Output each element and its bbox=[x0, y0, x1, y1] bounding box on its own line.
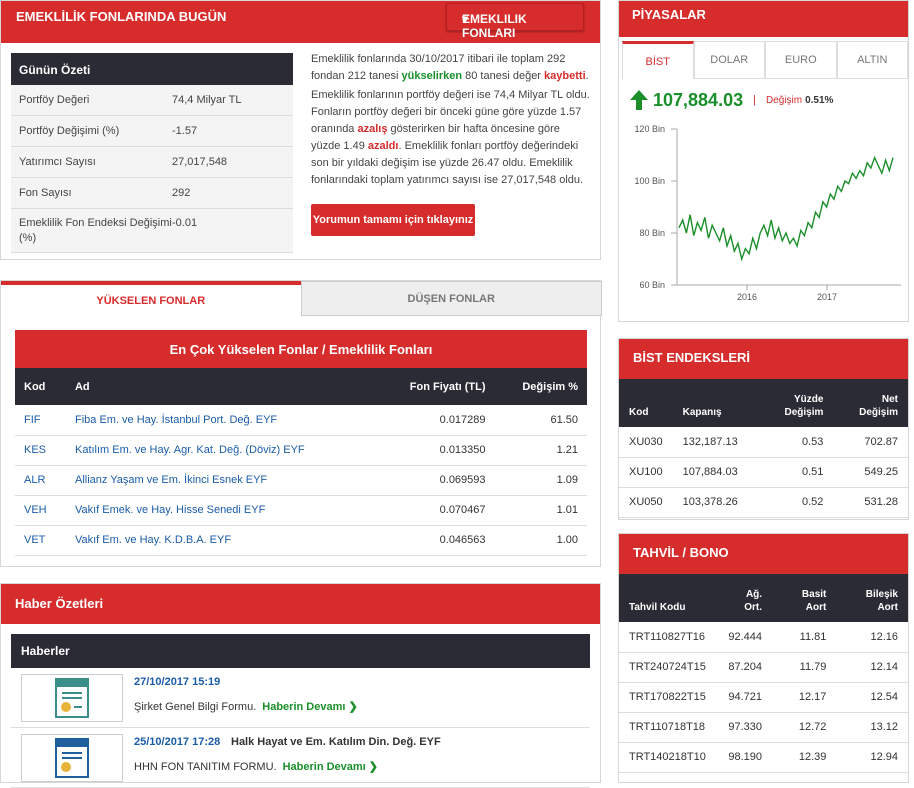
caret-down-icon: ▾ bbox=[462, 12, 469, 26]
series-line bbox=[678, 155, 894, 262]
news-title: Haber Özetleri bbox=[1, 584, 600, 624]
summary-title: Günün Özeti bbox=[11, 53, 293, 85]
table-row: VET Vakıf Em. ve Hay. K.D.B.A. EYF 0.04656… bbox=[15, 525, 587, 556]
summary-row: Emeklilik Fon Endeksi Değişimi (%) -0.01 bbox=[11, 209, 293, 253]
market-quote: 107,884.03 | Değişim 0.51% bbox=[629, 89, 833, 111]
table-row: TRT140218T10 98.190 12.39 12.94 bbox=[619, 742, 908, 773]
tab-euro[interactable]: EURO bbox=[765, 41, 837, 79]
col-price: Fon Fiyatı (TL) bbox=[376, 368, 495, 405]
col-bond-code: Tahvil Kodu bbox=[619, 574, 716, 622]
bonds-card: TAHVİL / BONO Tahvil Kodu Ağ. Ort. Basit A… bbox=[618, 533, 909, 783]
table-row: XU030 132,187.13 0.53 702.87 bbox=[619, 427, 908, 458]
daily-commentary: Emeklilik fonlarında 30/10/2017 itibari … bbox=[311, 53, 590, 186]
news-desc: Şirket Genel Bilgi Formu. Haberin Devamı … bbox=[134, 701, 358, 713]
col-simple: Basit Aort bbox=[772, 574, 837, 622]
market-card: PİYASALAR BİST DOLAR EURO ALTIN 107,884.… bbox=[618, 0, 909, 322]
news-date: 25/10/2017 17:28 bbox=[134, 736, 221, 748]
col-code: Kod bbox=[15, 368, 66, 405]
bono-title: TAHVİL / BONO bbox=[619, 534, 908, 574]
col-code: Kod bbox=[619, 379, 673, 427]
summary-row: Portföy Değeri 74,4 Milyar TL bbox=[11, 85, 293, 116]
col-compound: Bileşik Aort bbox=[836, 574, 908, 622]
fund-tabs: YÜKSELEN FONLAR DÜŞEN FONLAR bbox=[1, 281, 602, 316]
col-close: Kapanış bbox=[672, 379, 748, 427]
y-tick-label: 120 Bin bbox=[634, 124, 665, 134]
change-percent: 0.51% bbox=[805, 94, 834, 106]
market-title: PİYASALAR bbox=[619, 1, 908, 37]
summary-row: Fon Sayısı 292 bbox=[11, 178, 293, 209]
tab-falling-funds[interactable]: DÜŞEN FONLAR bbox=[300, 281, 602, 316]
table-row: ALR Allianz Yaşam ve Em. İkinci Esnek EYF… bbox=[15, 465, 587, 496]
summary-table: Günün Özeti Portföy Değeri 74,4 Milyar TL… bbox=[11, 53, 293, 253]
col-net: Net Değişim bbox=[833, 379, 908, 427]
read-more-link[interactable]: Haberin Devamı ❯ bbox=[282, 761, 379, 773]
tab-rising-funds[interactable]: YÜKSELEN FONLAR bbox=[1, 281, 301, 316]
daily-summary-card: EMEKLİLİK FONLARINDA BUGÜN Emeklilik Fon… bbox=[0, 0, 601, 260]
col-pct: Yüzde Değişim bbox=[747, 379, 834, 427]
read-more-link[interactable]: Haberin Devamı ❯ bbox=[262, 701, 358, 713]
table-row: KES Katılım Em. ve Hay. Agr. Kat. Değ. (D… bbox=[15, 435, 587, 466]
x-tick-label: 2016 bbox=[737, 292, 757, 302]
tab-bist[interactable]: BİST bbox=[622, 41, 694, 79]
summary-row: Portföy Değişimi (%) -1.57 bbox=[11, 116, 293, 147]
index-value: 107,884.03 bbox=[653, 89, 744, 110]
document-icon bbox=[21, 734, 123, 782]
col-avg: Ağ. Ort. bbox=[715, 574, 773, 622]
daily-header: EMEKLİLİK FONLARINDA BUGÜN Emeklilik Fon… bbox=[1, 1, 600, 43]
bist-title: BİST ENDEKSLERİ bbox=[619, 339, 908, 379]
y-tick-label: 60 Bin bbox=[639, 280, 665, 290]
table-row: XU050 103,378.26 0.52 531.28 bbox=[619, 487, 908, 518]
table-row: VEH Vakıf Emek. ve Hay. Hisse Senedi EYF 0… bbox=[15, 495, 587, 526]
table-row: TRT170822T15 94.721 12.17 12.54 bbox=[619, 682, 908, 713]
change-label: Değişim bbox=[765, 94, 803, 106]
daily-title: EMEKLİLİK FONLARINDA BUGÜN bbox=[16, 9, 227, 24]
top-funds-title: En Çok Yükselen Fonlar / Emeklilik Fonla… bbox=[15, 330, 587, 368]
news-desc: HHN FON TANITIM FORMU. Haberin Devamı ❯ bbox=[134, 761, 379, 773]
fund-type-dropdown[interactable]: Emeklilik Fonları ▾ bbox=[446, 3, 584, 40]
certificate-icon bbox=[21, 674, 123, 722]
table-row: TRT110827T16 92.444 11.81 12.16 bbox=[619, 622, 908, 653]
tab-dolar[interactable]: DOLAR bbox=[693, 41, 765, 79]
funds-card: YÜKSELEN FONLAR DÜŞEN FONLAR En Çok Yüks… bbox=[0, 280, 602, 567]
news-item: 25/10/2017 17:28 Halk Hayat ve Em. Katıl… bbox=[11, 728, 590, 788]
bist-line-chart: 60 Bin 80 Bin 100 Bin 120 Bin 2016 2017 bbox=[634, 124, 901, 302]
bist-indices-card: BİST ENDEKSLERİ Kod Kapanış Yüzde Değişim N… bbox=[618, 338, 909, 520]
y-tick-label: 100 Bin bbox=[634, 176, 665, 186]
news-card: Haber Özetleri Haberler 27/10/2017 15:19… bbox=[0, 583, 601, 788]
summary-row: Yatırımcı Sayısı 27,017,548 bbox=[11, 147, 293, 178]
y-tick-label: 80 Bin bbox=[639, 228, 665, 238]
up-arrow-icon bbox=[630, 90, 648, 110]
x-tick-label: 2017 bbox=[817, 292, 837, 302]
top-funds-table: En Çok Yükselen Fonlar / Emeklilik Fonla… bbox=[15, 330, 587, 556]
table-row: FIF Fiba Em. ve Hay. İstanbul Port. Değ. … bbox=[15, 405, 587, 436]
table-row: TRT110718T18 97.330 12.72 13.12 bbox=[619, 712, 908, 743]
table-row: TRT240724T15 87.204 11.79 12.14 bbox=[619, 652, 908, 683]
news-item: 27/10/2017 15:19 Şirket Genel Bilgi Form… bbox=[11, 668, 590, 728]
news-date: 27/10/2017 15:19 bbox=[134, 676, 221, 688]
read-more-button[interactable]: Yorumun tamamı için tıklayınız bbox=[311, 204, 475, 236]
news-subtitle: Haberler bbox=[11, 634, 590, 668]
market-tabs: BİST DOLAR EURO ALTIN bbox=[622, 41, 908, 79]
table-row: XU100 107,884.03 0.51 549.25 bbox=[619, 457, 908, 488]
col-name: Ad bbox=[65, 368, 377, 405]
news-headline[interactable]: Halk Hayat ve Em. Katılım Din. Değ. EYF bbox=[231, 736, 441, 748]
col-change: Değişim % bbox=[494, 368, 587, 405]
tab-altin[interactable]: ALTIN bbox=[836, 41, 908, 79]
